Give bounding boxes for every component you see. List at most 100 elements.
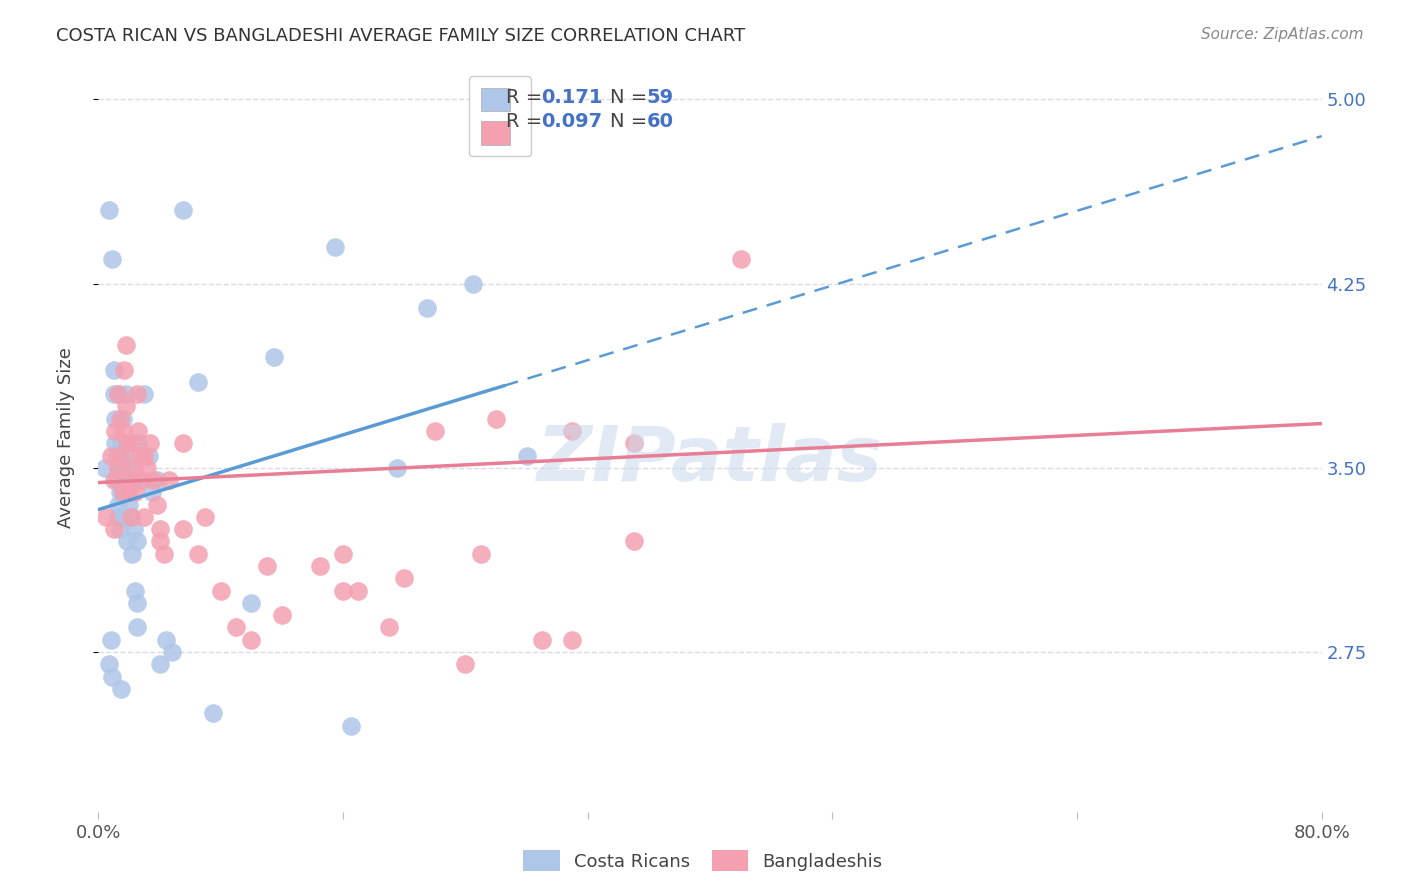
Point [172, 522, 194, 536]
Point [138, 449, 160, 463]
Text: N =: N = [610, 88, 654, 107]
Point [110, 460, 132, 475]
Point [385, 460, 408, 475]
Point [107, 460, 129, 475]
Legend: Costa Ricans, Bangladeshis: Costa Ricans, Bangladeshis [516, 843, 890, 879]
Point [378, 620, 401, 634]
Point [105, 473, 128, 487]
Point [145, 473, 167, 487]
Point [134, 449, 156, 463]
Point [149, 657, 172, 672]
Point [516, 449, 538, 463]
Point [104, 411, 127, 425]
Point [623, 534, 645, 549]
Point [416, 301, 439, 315]
Point [121, 436, 143, 450]
Point [111, 411, 134, 425]
Point [160, 645, 183, 659]
Point [347, 583, 370, 598]
Point [561, 424, 583, 438]
Point [423, 424, 446, 438]
Point [332, 547, 354, 561]
Point [270, 608, 292, 623]
Point [115, 400, 138, 414]
Point [120, 473, 142, 487]
Point [115, 387, 138, 401]
Text: 60: 60 [647, 112, 673, 131]
Point [240, 596, 263, 610]
Point [115, 338, 138, 352]
Point [153, 547, 176, 561]
Point [561, 632, 583, 647]
Point [120, 510, 142, 524]
Point [121, 547, 143, 561]
Text: Source: ZipAtlas.com: Source: ZipAtlas.com [1201, 27, 1364, 42]
Text: N =: N = [610, 112, 654, 131]
Point [98, 657, 121, 672]
Point [100, 632, 122, 647]
Point [485, 411, 508, 425]
Point [125, 596, 148, 610]
Point [110, 681, 132, 696]
Point [209, 583, 232, 598]
Point [172, 202, 194, 217]
Point [125, 620, 148, 634]
Point [187, 547, 209, 561]
Point [101, 670, 124, 684]
Point [94, 510, 117, 524]
Point [115, 449, 138, 463]
Point [124, 485, 146, 500]
Point [392, 571, 416, 585]
Text: 0.171: 0.171 [541, 88, 603, 107]
Point [111, 485, 134, 500]
Point [149, 534, 172, 549]
Legend: , : , [470, 76, 531, 156]
Point [103, 522, 125, 536]
Point [111, 424, 134, 438]
Point [118, 460, 141, 475]
Y-axis label: Average Family Size: Average Family Size [56, 347, 75, 527]
Point [103, 473, 125, 487]
Point [461, 277, 484, 291]
Point [127, 436, 149, 450]
Point [122, 460, 145, 475]
Point [142, 473, 165, 487]
Point [187, 375, 209, 389]
Point [100, 449, 122, 463]
Point [530, 632, 553, 647]
Text: 0.097: 0.097 [541, 112, 602, 131]
Point [108, 411, 131, 425]
Point [155, 632, 177, 647]
Point [117, 485, 139, 500]
Point [172, 436, 194, 450]
Point [134, 510, 156, 524]
Point [623, 436, 645, 450]
Point [108, 485, 131, 500]
Point [104, 424, 127, 438]
Point [120, 510, 142, 524]
Text: R =: R = [506, 112, 548, 131]
Point [107, 460, 129, 475]
Text: 59: 59 [647, 88, 673, 107]
Point [110, 449, 132, 463]
Point [202, 706, 225, 721]
Point [730, 252, 752, 266]
Point [110, 436, 132, 450]
Point [136, 460, 159, 475]
Point [149, 522, 172, 536]
Point [93, 460, 115, 475]
Point [111, 485, 134, 500]
Point [107, 498, 129, 512]
Point [129, 473, 152, 487]
Point [104, 436, 127, 450]
Point [107, 387, 129, 401]
Point [454, 657, 477, 672]
Point [105, 449, 128, 463]
Point [134, 387, 156, 401]
Point [129, 473, 152, 487]
Point [325, 240, 347, 254]
Point [112, 473, 135, 487]
Point [98, 202, 121, 217]
Point [339, 719, 361, 733]
Point [263, 350, 285, 364]
